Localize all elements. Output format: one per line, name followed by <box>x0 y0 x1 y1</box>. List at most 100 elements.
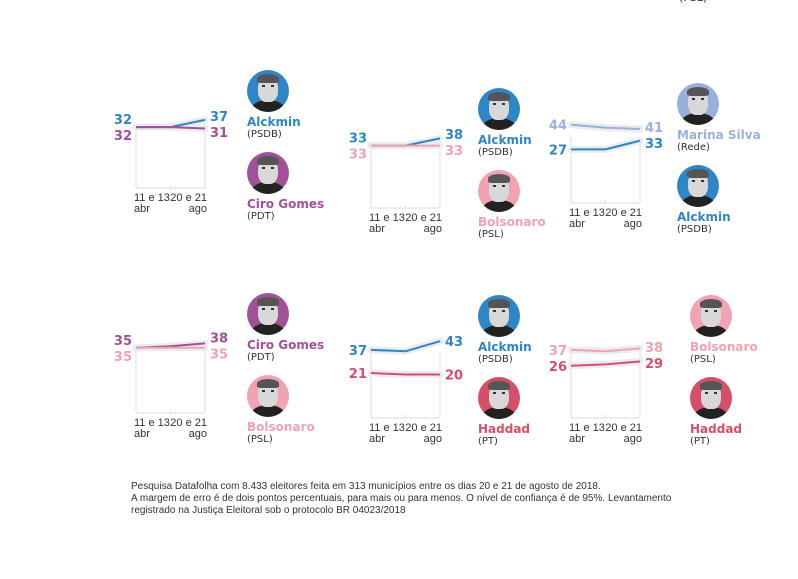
candidate-name: Alckmin <box>247 115 301 129</box>
series-line-alckmin <box>370 340 441 353</box>
candidate-card: Marina Silva (Rede) <box>677 83 787 154</box>
candidate-photo-icon <box>690 295 732 337</box>
candidate-party: (PT) <box>478 436 498 447</box>
candidate-photo-icon <box>478 170 520 212</box>
candidate-card: Ciro Gomes (PDT) <box>247 152 357 223</box>
footnote: Pesquisa Datafolha com 8.433 eleitores f… <box>131 481 731 517</box>
matchup-panel: 35 38 35 35 11 e 13. abr 20 e 21 ago Ciro Gomes(… <box>114 285 360 485</box>
x-tick-label: 20 e 21 <box>405 422 442 434</box>
candidate-party: (PDT) <box>247 211 275 222</box>
candidate-name: Bolsonaro <box>478 215 546 229</box>
candidate-party: (Rede) <box>677 142 710 153</box>
candidate-name: Ciro Gomes <box>247 197 325 211</box>
x-tick-label: abr <box>369 433 385 445</box>
end-value-label: 38 <box>210 332 228 347</box>
start-value-label: 32 <box>114 129 132 144</box>
candidate-card: Haddad (PT) <box>690 377 798 448</box>
end-value-label: 35 <box>210 348 228 363</box>
matchup-panel: 37 43 21 20 11 e 13. abr 20 e 21 ago Alckmin (PSD… <box>349 290 595 490</box>
matchup-panel: 32 37 32 31 11 e 13. abr 20 e 21 ago Alckmin (PSD… <box>114 60 360 260</box>
start-value-label: 33 <box>349 132 367 147</box>
candidate-party: (PT) <box>690 436 710 447</box>
x-tick-label: 20 e 21 <box>170 417 207 429</box>
series-line-alckmin <box>571 139 641 151</box>
candidate-name: Alckmin <box>478 133 532 147</box>
candidate-photo-icon <box>478 377 520 419</box>
candidate-name: Bolsonaro <box>247 420 315 434</box>
candidate-photo-icon <box>247 70 289 112</box>
x-tick-label: 11 e 13. <box>369 422 408 434</box>
x-tick-label: abr <box>369 223 385 235</box>
candidate-photo-icon <box>478 88 520 130</box>
start-value-label: 26 <box>549 360 567 375</box>
end-value-label: 38 <box>645 341 663 356</box>
candidate-party: (PSDB) <box>478 147 513 158</box>
series-line-haddad <box>370 372 440 376</box>
matchup-panel: 37 38 26 29 11 e 13. abr 20 e 21 ago Bolsonaro (P… <box>549 290 798 490</box>
candidate-party: (PSL) <box>690 354 716 365</box>
series-line-bolsonaro <box>570 347 641 353</box>
candidate-name: Ciro Gomes <box>247 338 325 352</box>
x-tick-label: abr <box>134 428 150 440</box>
series-line-ciro-gomes <box>136 126 206 130</box>
candidate-name: Haddad <box>478 422 531 436</box>
candidate-party: (PSL) <box>247 434 273 445</box>
footnote-line: Pesquisa Datafolha com 8.433 eleitores f… <box>131 481 601 492</box>
x-tick-label: ago <box>424 433 442 445</box>
candidate-card: Bolsonaro (PSL) <box>690 295 798 366</box>
x-tick-label: 11 e 13. <box>134 417 173 429</box>
candidate-name: Bolsonaro <box>690 340 758 354</box>
end-value-label: 31 <box>210 126 228 141</box>
candidate-card: Ciro Gomes (PDT) <box>247 293 357 364</box>
candidate-party: (PSDB) <box>247 129 282 140</box>
candidate-photo-icon <box>677 165 719 207</box>
candidate-name: Alckmin <box>478 340 532 354</box>
x-tick-label: ago <box>624 433 642 445</box>
start-value-label: 37 <box>549 344 567 359</box>
matchup-panel: 33 38 33 33 11 e 13. abr 20 e 21 ago Alckmin (PSD… <box>349 80 595 280</box>
footnote-line: registrado na Justiça Eleitoral sob o pr… <box>131 505 406 516</box>
candidate-party: (PSDB) <box>677 224 712 235</box>
start-value-label: 27 <box>549 143 567 158</box>
end-value-label: 37 <box>210 110 228 125</box>
series-line-haddad <box>570 360 641 367</box>
x-tick-label: 11 e 13. <box>134 192 173 204</box>
end-value-label: 20 <box>445 369 463 384</box>
x-tick-label: ago <box>424 223 442 235</box>
candidate-card: Alckmin (PSDB) <box>478 295 588 366</box>
candidate-card: Alckmin (PSDB) <box>677 165 787 236</box>
footnote-line: A margem de erro é de dois pontos percen… <box>131 493 672 504</box>
candidate-card: Alckmin (PSDB) <box>247 70 357 141</box>
end-value-label: 43 <box>445 335 463 350</box>
end-value-label: 38 <box>445 128 463 143</box>
x-tick-label: ago <box>624 218 642 230</box>
candidate-photo-icon <box>690 377 732 419</box>
candidate-name: Alckmin <box>677 210 731 224</box>
start-value-label: 35 <box>114 350 132 365</box>
candidate-photo-icon <box>677 83 719 125</box>
matchup-panel: 44 41 27 33 11 e 13. abr 20 e 21 ago Marina Silv… <box>549 75 795 275</box>
start-value-label: 44 <box>549 119 567 134</box>
end-value-label: 41 <box>645 121 663 136</box>
x-tick-label: 11 e 13. <box>369 212 408 224</box>
candidate-card: Alckmin (PSDB) <box>478 88 588 159</box>
start-value-label: 37 <box>349 344 367 359</box>
candidate-party: (PSDB) <box>478 354 513 365</box>
end-value-label: 29 <box>645 357 663 372</box>
start-value-label: 21 <box>349 367 367 382</box>
x-tick-label: ago <box>189 203 207 215</box>
candidate-card: Bolsonaro (PSL) <box>478 170 588 241</box>
x-tick-label: 11 e 13. <box>569 207 608 219</box>
series-line-marina-silva <box>570 123 641 131</box>
end-value-label: 33 <box>445 144 463 159</box>
x-tick-label: abr <box>134 203 150 215</box>
x-tick-label: abr <box>569 433 585 445</box>
candidate-card: Bolsonaro (PSL) <box>247 375 357 446</box>
candidate-photo-icon <box>478 295 520 337</box>
start-value-label: 35 <box>114 334 132 349</box>
